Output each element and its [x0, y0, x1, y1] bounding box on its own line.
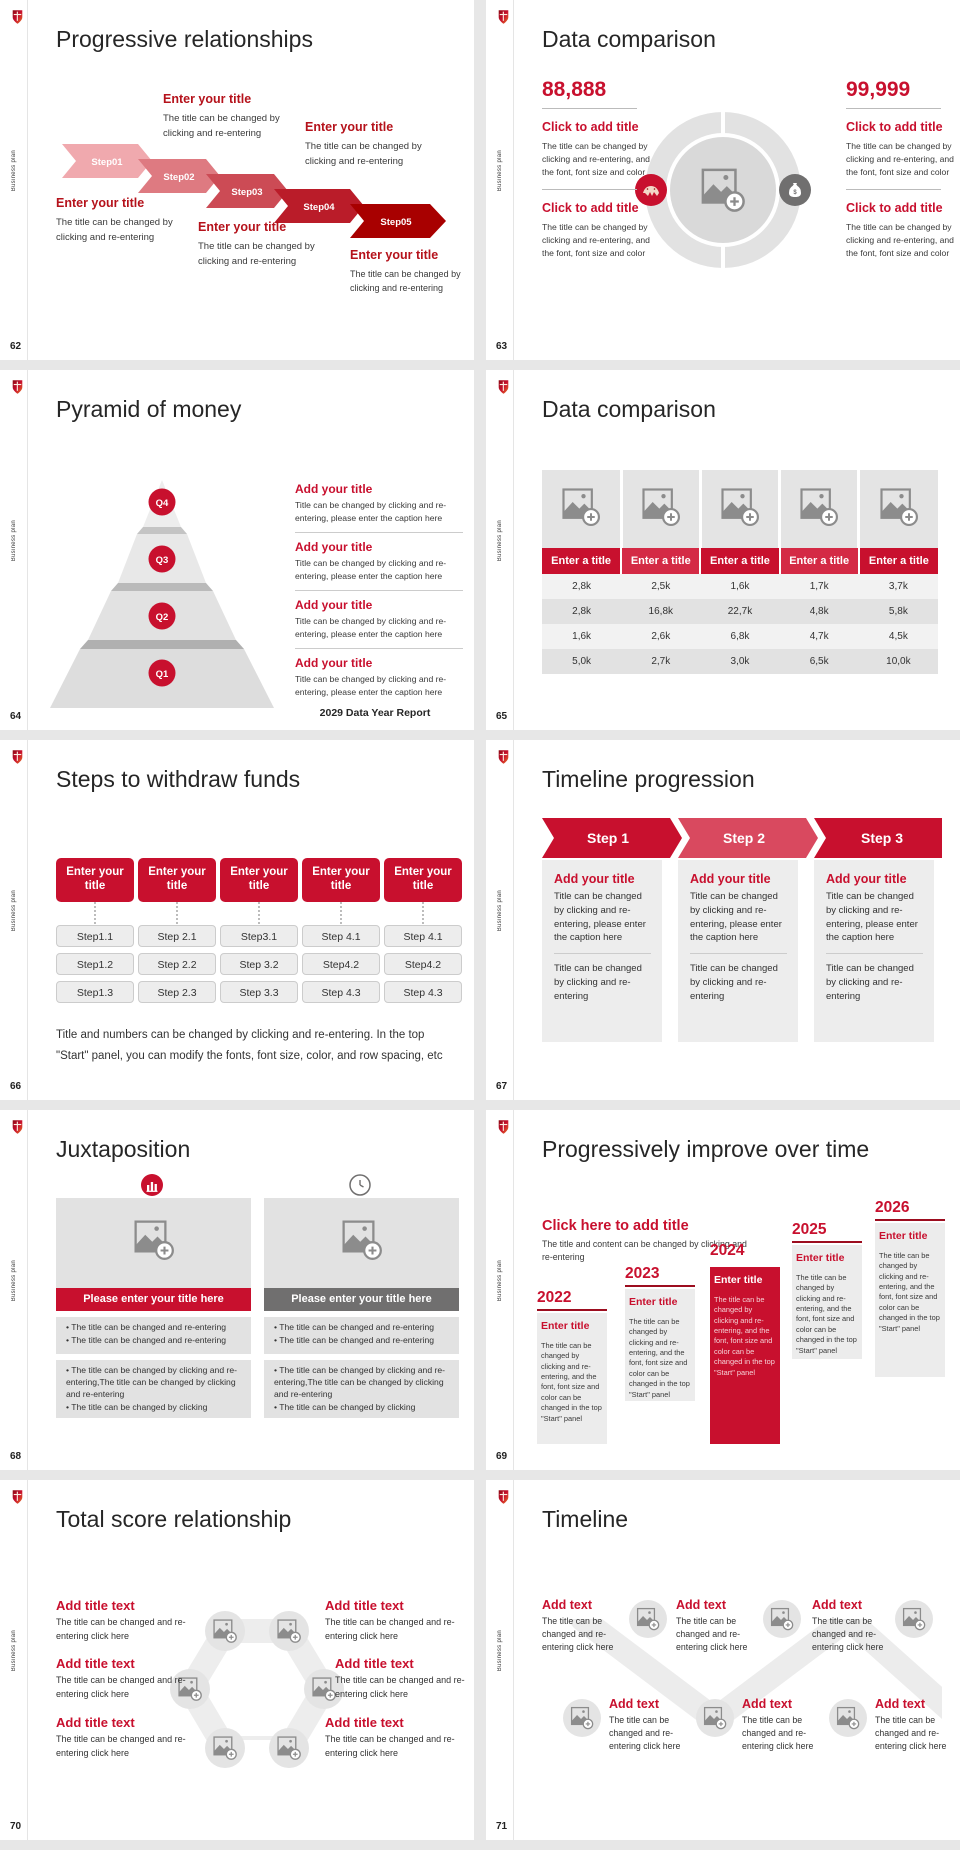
svg-text:Step03: Step03	[231, 187, 262, 198]
svg-text:Q1: Q1	[156, 669, 169, 680]
svg-text:Step05: Step05	[380, 217, 412, 228]
svg-text:Step02: Step02	[163, 172, 194, 183]
svg-text:Step 2: Step 2	[723, 830, 765, 846]
svg-text:Step01: Step01	[91, 157, 123, 168]
svg-text:Step 3: Step 3	[861, 830, 903, 846]
svg-text:Step 1: Step 1	[587, 830, 629, 846]
svg-text:Q4: Q4	[156, 498, 169, 509]
svg-text:Q3: Q3	[156, 555, 169, 566]
svg-text:Q2: Q2	[156, 612, 169, 623]
svg-text:Step04: Step04	[303, 202, 335, 213]
